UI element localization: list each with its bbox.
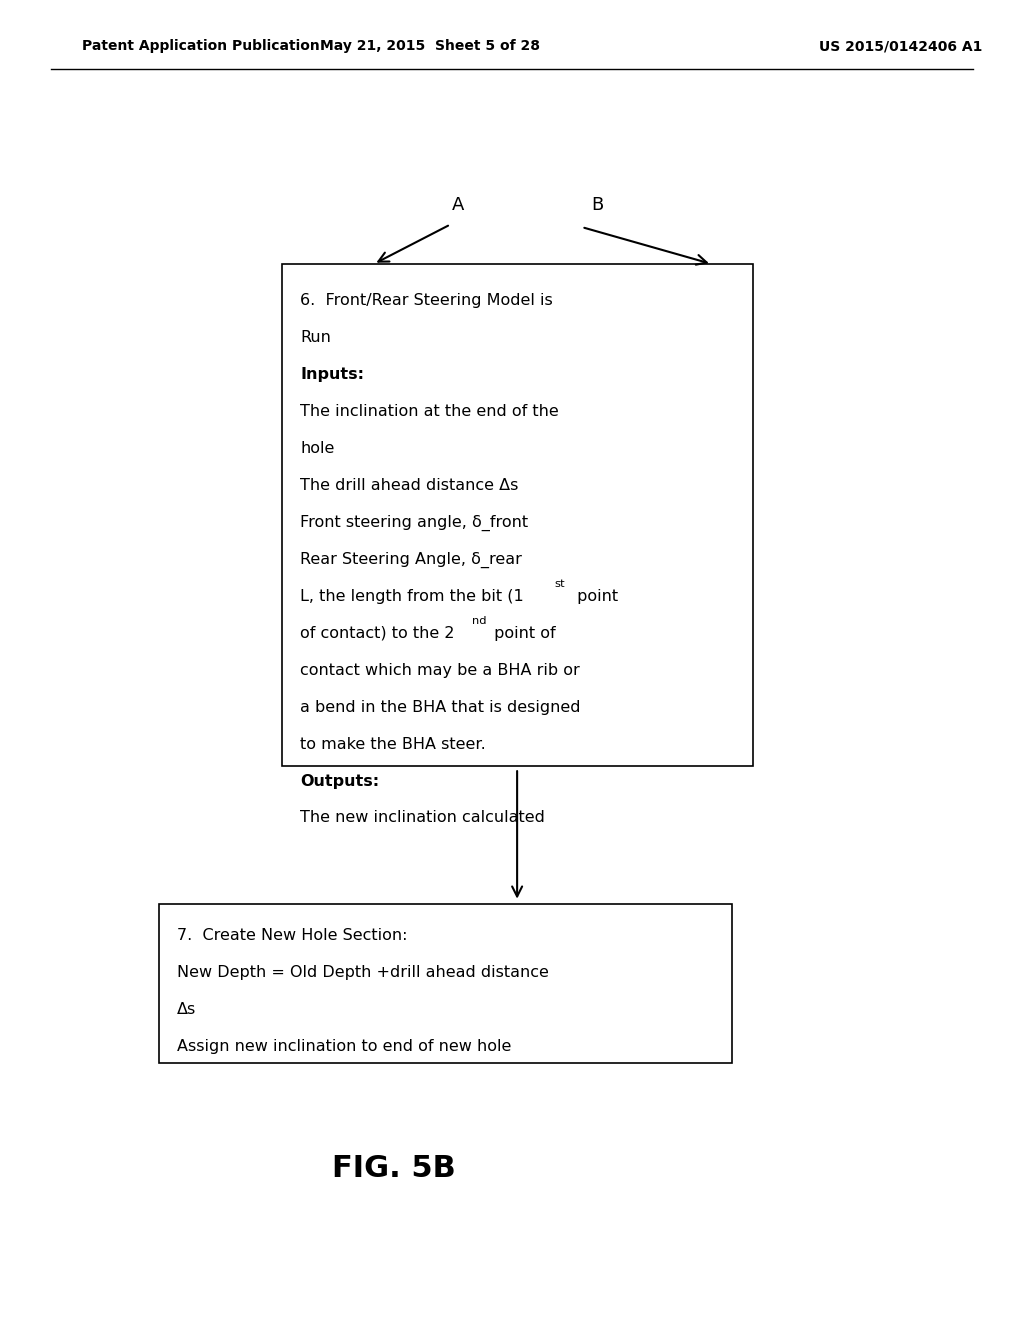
Text: Patent Application Publication: Patent Application Publication [82,40,319,53]
Text: The new inclination calculated: The new inclination calculated [300,810,545,825]
Text: L, the length from the bit (1: L, the length from the bit (1 [300,589,524,603]
Text: 7.  Create New Hole Section:: 7. Create New Hole Section: [177,928,408,942]
Text: st: st [554,579,564,590]
Text: Inputs:: Inputs: [300,367,365,381]
Text: FIG. 5B: FIG. 5B [333,1154,456,1183]
Text: Rear Steering Angle, δ_rear: Rear Steering Angle, δ_rear [300,552,522,568]
FancyBboxPatch shape [159,904,732,1063]
Text: Outputs:: Outputs: [300,774,379,788]
Text: The inclination at the end of the: The inclination at the end of the [300,404,559,418]
Text: a bend in the BHA that is designed: a bend in the BHA that is designed [300,700,581,714]
Text: nd: nd [472,616,486,627]
Text: Front steering angle, δ_front: Front steering angle, δ_front [300,515,528,531]
Text: of contact) to the 2: of contact) to the 2 [300,626,455,640]
Text: Assign new inclination to end of new hole: Assign new inclination to end of new hol… [177,1039,512,1053]
Text: point of: point of [489,626,556,640]
Text: New Depth = Old Depth +drill ahead distance: New Depth = Old Depth +drill ahead dista… [177,965,549,979]
Text: 6.  Front/Rear Steering Model is: 6. Front/Rear Steering Model is [300,293,553,308]
Text: The drill ahead distance Δs: The drill ahead distance Δs [300,478,518,492]
FancyBboxPatch shape [282,264,753,766]
Text: Δs: Δs [177,1002,197,1016]
Text: May 21, 2015  Sheet 5 of 28: May 21, 2015 Sheet 5 of 28 [321,40,540,53]
Text: to make the BHA steer.: to make the BHA steer. [300,737,485,751]
Text: A: A [452,195,464,214]
Text: US 2015/0142406 A1: US 2015/0142406 A1 [819,40,983,53]
Text: hole: hole [300,441,335,455]
Text: point: point [572,589,618,603]
Text: Run: Run [300,330,331,345]
Text: contact which may be a BHA rib or: contact which may be a BHA rib or [300,663,580,677]
Text: B: B [591,195,603,214]
